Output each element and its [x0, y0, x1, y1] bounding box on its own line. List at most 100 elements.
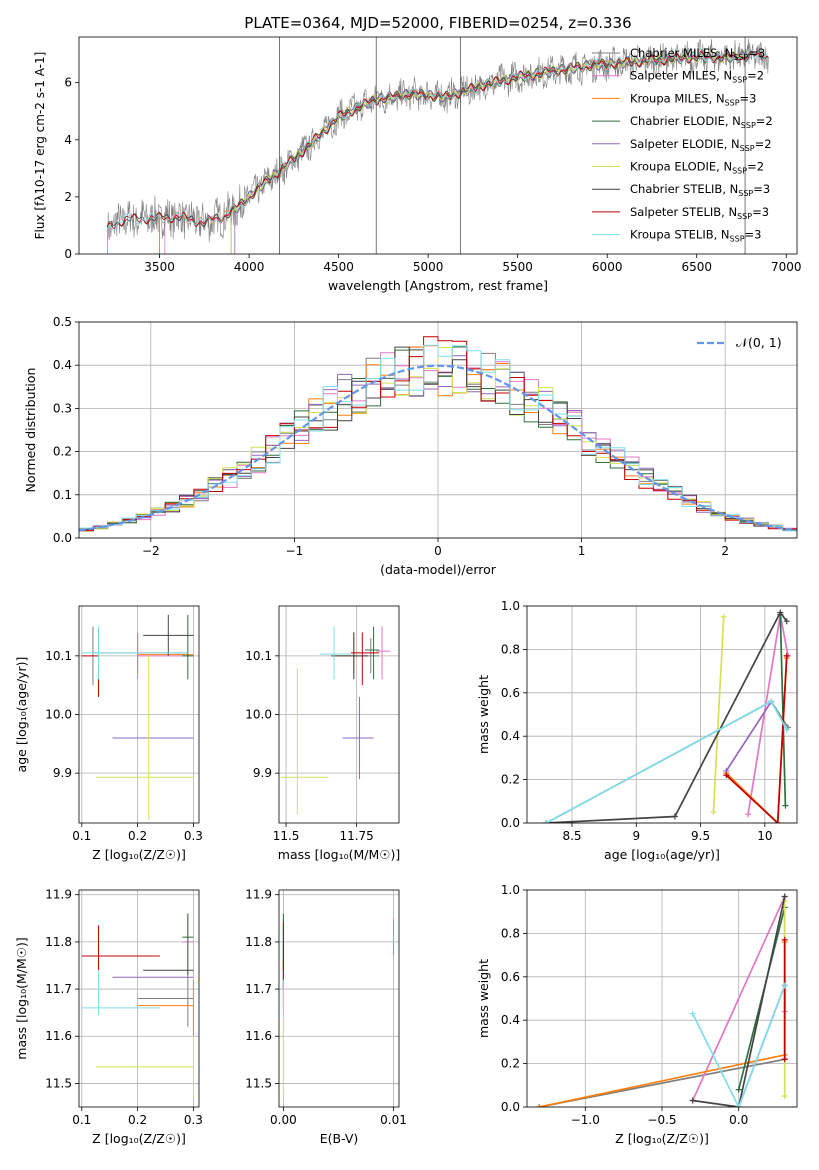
legend-label: Salpeter STELIB, NSSP=3 — [630, 205, 769, 221]
axes: 11.5 11.75 9.9 10.0 10.1 mass [log₁₀(M/M☉)] — [245, 605, 400, 862]
weight-series-line — [691, 985, 786, 1107]
weight-marker — [689, 1097, 696, 1104]
x-tick-label: 7000 — [771, 260, 802, 274]
y-tick-label: 0.0 — [501, 1100, 520, 1114]
weight-marker — [720, 613, 727, 620]
residual-histogram — [79, 344, 797, 538]
legend: 𝒩(0, 1) — [697, 335, 782, 350]
legend-label: Kroupa ELODIE, NSSP=2 — [630, 160, 764, 176]
plot-area — [81, 913, 194, 1098]
x-tick-label: −0.5 — [647, 1113, 676, 1127]
y-tick-label: 0.0 — [53, 531, 72, 545]
normal-curve — [79, 364, 797, 532]
y-tick-label: 0.2 — [53, 445, 72, 459]
y-tick-label: 0.4 — [501, 729, 520, 743]
weight-marker — [723, 772, 730, 779]
weight-marker — [768, 698, 775, 705]
x-axis-label: (data-model)/error — [380, 562, 497, 577]
plot-area — [81, 614, 194, 821]
y-tick-label: 1.0 — [501, 599, 520, 613]
weight-series-line — [747, 614, 789, 815]
weight-series-line — [725, 701, 773, 772]
y-tick-label: 10.0 — [245, 708, 272, 722]
x-axis-label: wavelength [Angstrom, rest frame] — [328, 278, 548, 293]
y-tick-label: 11.9 — [245, 888, 272, 902]
legend-label: Chabrier MILES, NSSP=3 — [630, 46, 765, 62]
y-tick-label: 0.4 — [501, 1013, 520, 1027]
axes-frame — [78, 321, 798, 539]
weight-marker — [777, 609, 784, 616]
grid-lines — [527, 889, 797, 1108]
x-tick-label: 3500 — [144, 260, 175, 274]
x-tick-label: 0.1 — [72, 829, 91, 843]
grid-lines — [279, 890, 399, 1107]
y-tick-label: 0.8 — [501, 926, 520, 940]
model-spectrum-line — [107, 50, 769, 254]
x-axis-label: Z [log₁₀(Z/Z☉)] — [92, 1131, 186, 1146]
y-tick-label: 0.6 — [501, 970, 520, 984]
weight-series-line — [545, 700, 789, 823]
legend-label: 𝒩(0, 1) — [736, 335, 782, 350]
x-tick-label: 6000 — [592, 260, 623, 274]
legend: Chabrier MILES, NSSP=3 Salpeter MILES, NS… — [592, 46, 773, 244]
axes: −1.0 −0.5 0.0 0.0 0.2 0.4 0.6 0.8 1.0 Z [log₁₀(Z/… — [476, 883, 798, 1146]
plot-area — [543, 609, 791, 823]
axes-frame — [526, 605, 798, 824]
grid-lines — [279, 606, 399, 823]
weight-marker — [745, 811, 752, 818]
y-tick-label: 6 — [64, 76, 72, 90]
model-spectrum-line — [230, 50, 748, 254]
x-tick-label: 5000 — [413, 260, 444, 274]
plot-area — [282, 913, 394, 1103]
x-tick-label: 0 — [434, 544, 442, 558]
x-tick-label: 8.5 — [562, 829, 581, 843]
x-tick-label: 0.1 — [72, 1113, 91, 1127]
axes-frame — [278, 889, 400, 1108]
axes: −2 −1 0 1 2 0.0 0.1 0.2 0.3 0.4 0.5 (data-model)/er… — [23, 315, 798, 577]
x-tick-label: 4500 — [323, 260, 354, 274]
y-tick-label: 0.5 — [53, 315, 72, 329]
residual-histogram — [79, 346, 797, 538]
x-tick-label: 5500 — [502, 260, 533, 274]
x-tick-label: 0.3 — [184, 1113, 203, 1127]
weight-marker — [689, 1010, 696, 1017]
legend-label: Kroupa STELIB, NSSP=3 — [630, 228, 761, 244]
model-spectrum-line — [234, 51, 751, 254]
axes: 0.1 0.2 0.3 9.9 10.0 10.1 Z [log₁₀(Z/Z☉)] age [… — [14, 605, 203, 862]
legend-label: Kroupa MILES, NSSP=3 — [630, 91, 756, 107]
x-tick-label: −2 — [142, 544, 160, 558]
age-vs-mass-panel: 11.5 11.75 9.9 10.0 10.1 mass [log₁₀(M/M☉)] — [245, 605, 400, 862]
y-tick-label: 10.0 — [45, 708, 72, 722]
weight-series-line — [546, 610, 788, 823]
weight-marker — [710, 809, 717, 816]
y-tick-label: 0.2 — [501, 1057, 520, 1071]
residual-histogram — [79, 336, 797, 538]
weight-marker — [782, 802, 789, 809]
x-axis-label: Z [log₁₀(Z/Z☉)] — [615, 1131, 709, 1146]
y-axis-label: age [log₁₀(age/yr)] — [14, 657, 29, 773]
y-axis-label: mass [log₁₀(M/M☉)] — [14, 937, 29, 1059]
legend-label: Salpeter ELODIE, NSSP=2 — [630, 137, 772, 153]
y-tick-label: 11.6 — [245, 1029, 272, 1043]
x-tick-label: 1 — [578, 544, 586, 558]
weight-series-line — [545, 700, 788, 823]
weight-marker — [735, 1104, 742, 1107]
y-tick-label: 0.8 — [501, 642, 520, 656]
y-tick-label: 11.8 — [45, 935, 72, 949]
y-axis-label: Flux [fλ10-17 erg cm-2 s-1 A-1] — [33, 52, 47, 240]
x-tick-label: 6500 — [681, 260, 712, 274]
y-tick-label: 11.7 — [45, 982, 72, 996]
residual-histogram-panel: −2 −1 0 1 2 0.0 0.1 0.2 0.3 0.4 0.5 (data-model)/er… — [23, 315, 798, 577]
weight-series-line — [712, 616, 725, 813]
y-axis-label: mass weight — [476, 675, 491, 754]
mass-vs-ebv-panel: 0.00 0.01 11.5 11.6 11.7 11.8 11.9 E(B-V) — [245, 888, 407, 1146]
x-tick-label: 9.5 — [691, 829, 710, 843]
mass-vs-metallicity-panel: 0.1 0.2 0.3 11.5 11.6 11.7 11.8 11.9 Z [log₁₀(Z/… — [14, 888, 203, 1146]
y-tick-label: 11.5 — [45, 1076, 72, 1090]
y-tick-label: 10.1 — [45, 649, 72, 663]
x-tick-label: 0.01 — [380, 1113, 407, 1127]
weight-marker — [781, 982, 788, 989]
x-tick-label: 9 — [632, 829, 640, 843]
axes-frame — [78, 605, 200, 824]
